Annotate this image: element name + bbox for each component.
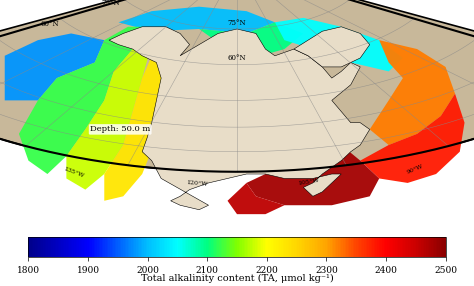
Text: 90°W: 90°W xyxy=(406,164,424,175)
Polygon shape xyxy=(104,56,171,201)
Polygon shape xyxy=(246,138,379,205)
Polygon shape xyxy=(109,27,370,210)
Text: 105°W: 105°W xyxy=(297,178,319,186)
Text: Depth: 50.0 m: Depth: 50.0 m xyxy=(90,125,150,133)
Polygon shape xyxy=(370,40,455,145)
Text: 60°N: 60°N xyxy=(228,54,246,62)
Text: 60°N: 60°N xyxy=(40,20,59,28)
Text: 75°N: 75°N xyxy=(101,0,120,7)
Text: Total alkalinity content (TA, μmol kg⁻¹): Total alkalinity content (TA, μmol kg⁻¹) xyxy=(141,274,333,283)
Polygon shape xyxy=(5,33,104,100)
Text: 135°W: 135°W xyxy=(63,166,85,179)
Polygon shape xyxy=(199,22,303,56)
Polygon shape xyxy=(294,27,370,67)
Polygon shape xyxy=(0,0,474,172)
Polygon shape xyxy=(360,94,465,183)
Polygon shape xyxy=(19,27,142,174)
Polygon shape xyxy=(228,183,284,214)
Text: 75°N: 75°N xyxy=(228,19,246,27)
Text: 120°W: 120°W xyxy=(186,180,208,187)
Polygon shape xyxy=(66,45,152,190)
Polygon shape xyxy=(118,7,275,33)
Polygon shape xyxy=(275,18,403,72)
